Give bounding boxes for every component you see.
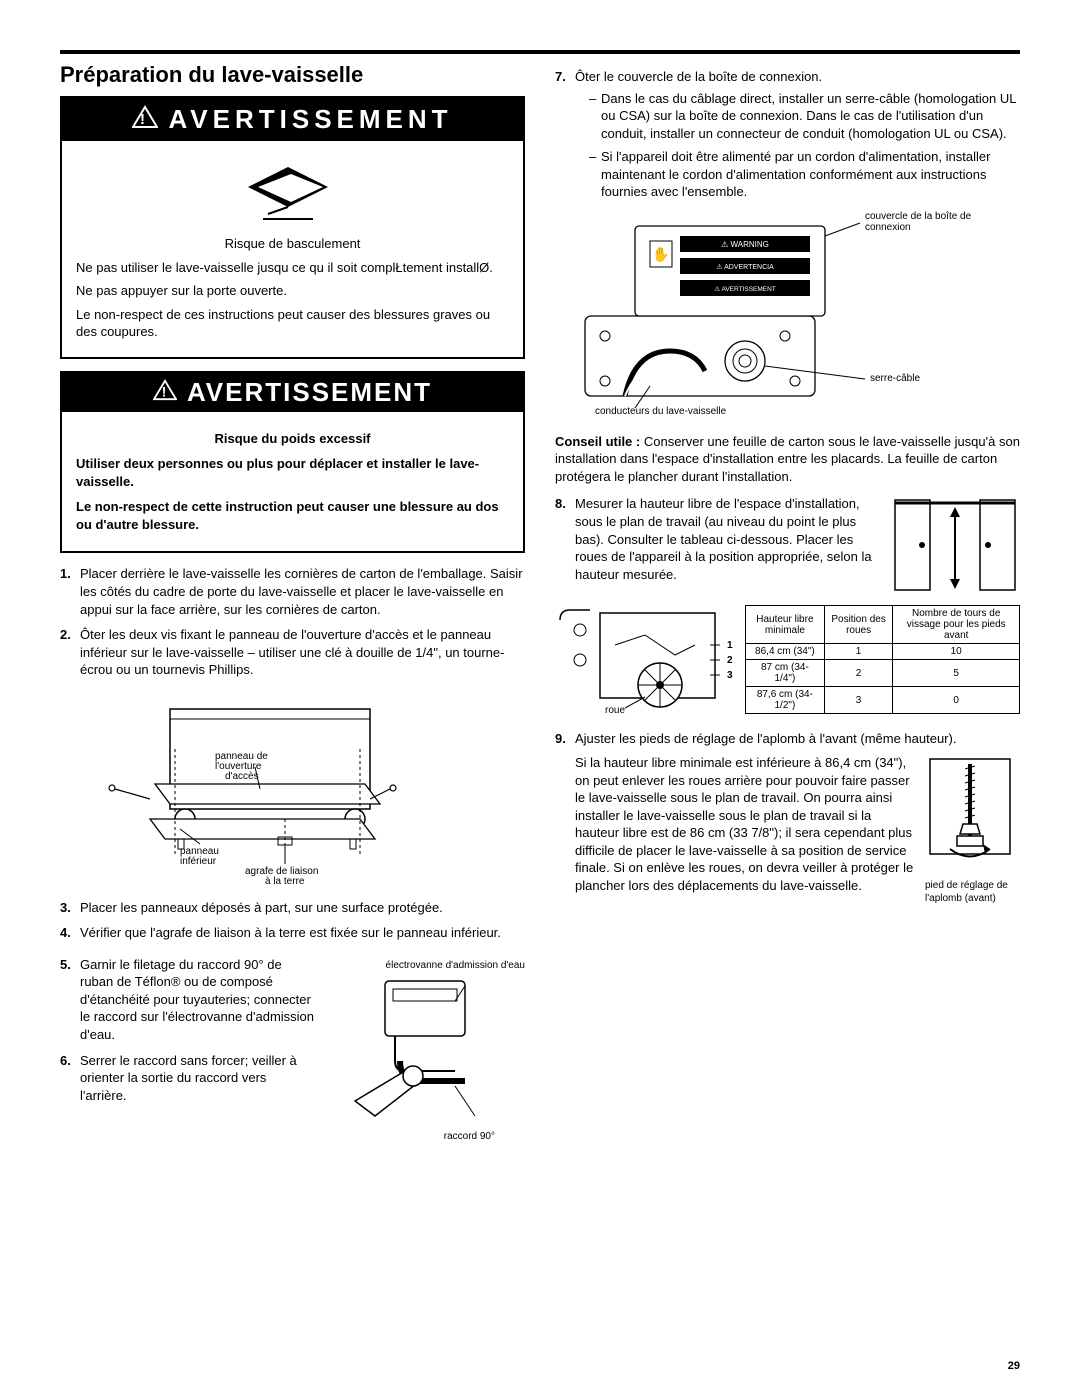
table-header: Hauteur libre minimale xyxy=(746,606,825,644)
table-row: 87,6 cm (34-1/2") 3 0 xyxy=(746,687,1020,714)
table-cell: 3 xyxy=(824,687,893,714)
table-header: Nombre de tours de vissage pour les pied… xyxy=(893,606,1020,644)
table-header-row: Hauteur libre minimale Position des roue… xyxy=(746,606,1020,644)
warning-box-weight: ! AVERTISSEMENT Risque du poids excessif… xyxy=(60,371,525,554)
svg-text:✋: ✋ xyxy=(652,246,669,262)
table-row: 87 cm (34-1/4") 2 5 xyxy=(746,660,1020,687)
right-column: Ôter le couvercle de la boîte de connexi… xyxy=(555,62,1020,1152)
table-cell: 2 xyxy=(824,660,893,687)
table-cell: 1 xyxy=(824,644,893,660)
svg-text:inférieur: inférieur xyxy=(180,856,217,867)
steps-list: Garnir le filetage du raccord 90° de rub… xyxy=(60,956,315,1104)
svg-text:!: ! xyxy=(140,111,150,128)
table-row: 86,4 cm (34") 1 10 xyxy=(746,644,1020,660)
warning-text: Le non-respect de cette instruction peut… xyxy=(76,498,509,533)
svg-text:3: 3 xyxy=(727,670,733,681)
warning-header-text: AVERTISSEMENT xyxy=(187,377,432,408)
step-6: Serrer le raccord sans forcer; veiller à… xyxy=(60,1052,315,1105)
step-text: Ôter le couvercle de la boîte de connexi… xyxy=(575,69,822,84)
figure-leveling-foot: pied de réglage de l'aplomb (avant) xyxy=(925,754,1020,906)
warning-risk: Risque du poids excessif xyxy=(76,430,509,448)
valve-label-bottom: raccord 90° xyxy=(325,1131,525,1142)
step-7: Ôter le couvercle de la boîte de connexi… xyxy=(555,68,1020,201)
table-cell: 0 xyxy=(893,687,1020,714)
wheel-and-table-row: 1 2 3 roue Hauteur libre minimale Positi… xyxy=(555,605,1020,720)
steps-list: Ajuster les pieds de réglage de l'aplomb… xyxy=(555,730,1020,905)
page: Préparation du lave-vaisselle ! AVERTISS… xyxy=(0,0,1080,1397)
step-8-text: Mesurer la hauteur libre de l'espace d'i… xyxy=(575,495,882,595)
useful-tip: Conseil utile : Conserver une feuille de… xyxy=(555,433,1020,486)
tip-label: Conseil utile : xyxy=(555,434,640,449)
page-number: 29 xyxy=(1008,1360,1020,1372)
step-9b-text: Si la hauteur libre minimale est inférie… xyxy=(575,754,917,894)
svg-text:⚠ AVERTISSEMENT: ⚠ AVERTISSEMENT xyxy=(714,285,776,293)
step-9: Ajuster les pieds de réglage de l'aplomb… xyxy=(555,730,1020,905)
step-7-sublist: Dans le cas du câblage direct, installer… xyxy=(575,90,1020,201)
warning-triangle-icon: ! xyxy=(132,105,158,134)
foot-label: pied de réglage de l'aplomb (avant) xyxy=(925,879,1020,906)
svg-text:⚠ ADVERTENCIA: ⚠ ADVERTENCIA xyxy=(716,263,774,271)
top-rule xyxy=(60,50,1020,54)
steps-list: Ôter le couvercle de la boîte de connexi… xyxy=(555,68,1020,201)
left-column: Préparation du lave-vaisselle ! AVERTISS… xyxy=(60,62,525,1152)
table-header: Position des roues xyxy=(824,606,893,644)
warning-text: Le non-respect de ces instructions peut … xyxy=(76,306,509,341)
warning-box-tipping: ! AVERTISSEMENT Risque de basculement Ne… xyxy=(60,96,525,359)
steps-text: Garnir le filetage du raccord 90° de rub… xyxy=(60,950,315,1112)
step-text: Ajuster les pieds de réglage de l'aplomb… xyxy=(575,731,956,746)
warning-header: ! AVERTISSEMENT xyxy=(62,98,523,141)
warning-risk: Risque de basculement xyxy=(76,235,509,253)
step-5: Garnir le filetage du raccord 90° de rub… xyxy=(60,956,315,1044)
step-text: Ôter les deux vis fixant le panneau de l… xyxy=(80,627,504,677)
warning-header: ! AVERTISSEMENT xyxy=(62,373,523,412)
warning-header-text: AVERTISSEMENT xyxy=(168,104,452,135)
table-cell: 87,6 cm (34-1/2") xyxy=(746,687,825,714)
junction-conductors-label: conducteurs du lave-vaisselle xyxy=(595,406,726,417)
figure-junction-box: ⚠ WARNING ⚠ ADVERTENCIA ⚠ AVERTISSEMENT … xyxy=(555,211,1020,421)
warning-text: Ne pas utiliser le lave-vaisselle jusqu … xyxy=(76,259,509,277)
steps-list: Placer les panneaux déposés à part, sur … xyxy=(60,899,525,942)
two-column-layout: Préparation du lave-vaisselle ! AVERTISS… xyxy=(60,62,1020,1152)
table-cell: 5 xyxy=(893,660,1020,687)
step-7b: Si l'appareil doit être alimenté par un … xyxy=(589,148,1020,201)
step-8: Mesurer la hauteur libre de l'espace d'i… xyxy=(555,495,1020,595)
warning-text: Utiliser deux personnes ou plus pour dép… xyxy=(76,455,509,490)
height-table: Hauteur libre minimale Position des roue… xyxy=(745,605,1020,714)
warning-triangle-icon: ! xyxy=(153,379,177,406)
figure-cabinet-opening xyxy=(890,495,1020,595)
steps-list: Mesurer la hauteur libre de l'espace d'i… xyxy=(555,495,1020,595)
step-7a: Dans le cas du câblage direct, installer… xyxy=(589,90,1020,143)
svg-text:2: 2 xyxy=(727,655,733,666)
step-3: Placer les panneaux déposés à part, sur … xyxy=(60,899,525,917)
valve-label-top: électrovanne d'admission d'eau xyxy=(325,960,525,971)
steps-5-6-with-figure: Garnir le filetage du raccord 90° de rub… xyxy=(60,950,525,1152)
table-cell: 87 cm (34-1/4") xyxy=(746,660,825,687)
svg-text:!: ! xyxy=(162,384,168,399)
figure-valve: électrovanne d'admission d'eau xyxy=(325,960,525,1142)
warning-body: Risque du poids excessif Utiliser deux p… xyxy=(62,412,523,552)
step-1: Placer derrière le lave-vaisselle les co… xyxy=(60,565,525,618)
figure-access-panel: panneau de l'ouverture d'accès panneau i… xyxy=(60,689,525,889)
svg-text:roue: roue xyxy=(605,705,625,715)
svg-text:1: 1 xyxy=(727,640,733,651)
svg-text:d'accès: d'accès xyxy=(225,771,259,782)
junction-clamp-label: serre-câble xyxy=(870,373,920,384)
table-cell: 10 xyxy=(893,644,1020,660)
step-4: Vérifier que l'agrafe de liaison à la te… xyxy=(60,924,525,942)
section-title: Préparation du lave-vaisselle xyxy=(60,62,525,88)
svg-text:⚠ WARNING: ⚠ WARNING xyxy=(721,240,769,249)
step-2: Ôter les deux vis fixant le panneau de l… xyxy=(60,626,525,679)
warning-body: Risque de basculement Ne pas utiliser le… xyxy=(62,141,523,357)
tipping-diamond-icon xyxy=(233,159,353,229)
junction-cover-label: couvercle de la boîte de connexion xyxy=(865,211,975,233)
table-cell: 86,4 cm (34") xyxy=(746,644,825,660)
svg-text:à la terre: à la terre xyxy=(265,876,305,887)
figure-wheel: 1 2 3 roue xyxy=(555,605,735,720)
warning-text: Ne pas appuyer sur la porte ouverte. xyxy=(76,282,509,300)
steps-list: Placer derrière le lave-vaisselle les co… xyxy=(60,565,525,678)
